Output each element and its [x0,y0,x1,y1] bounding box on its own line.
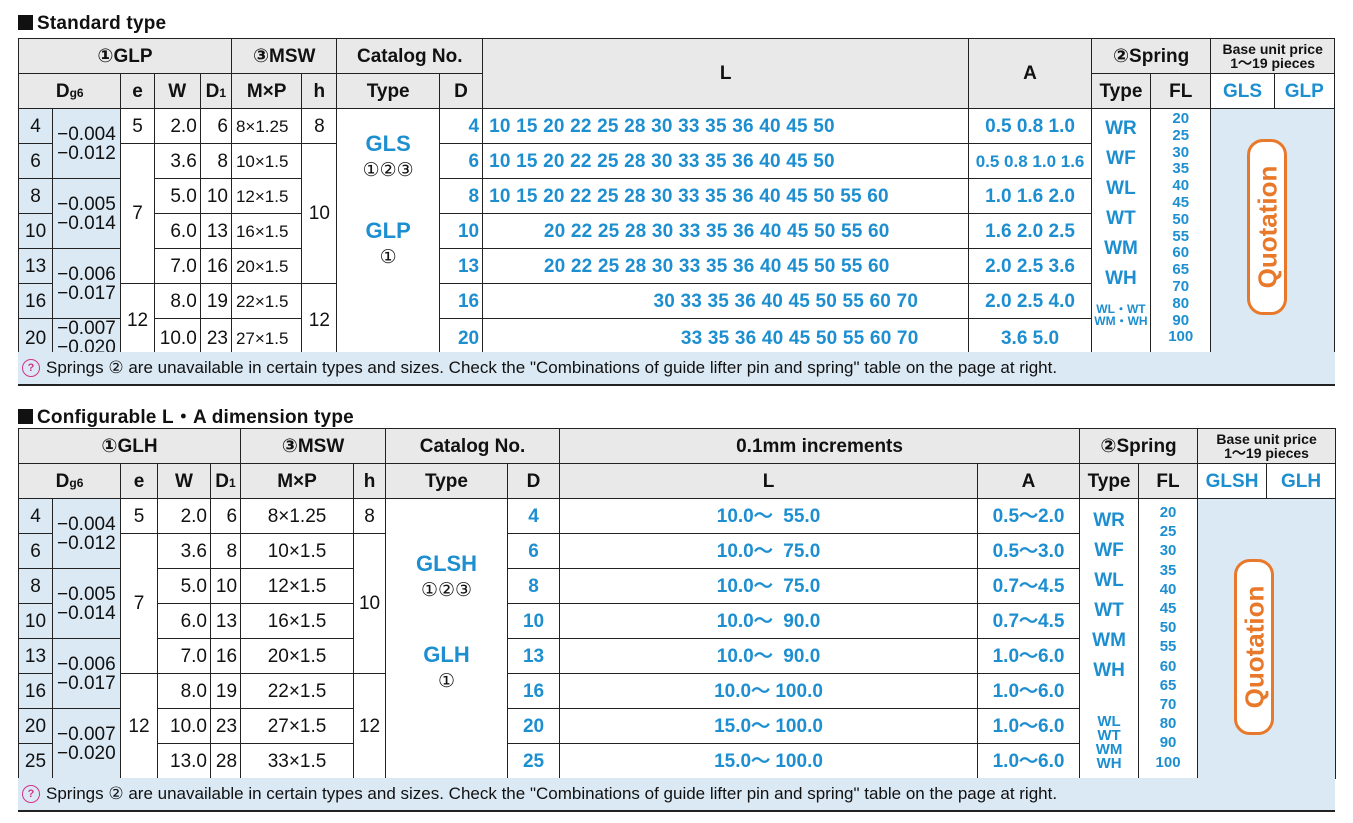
table-row: 8 −0.005 −0.014 5.0 10 12×1.5 8 10.0～ 75.… [18,568,1336,639]
type-glsh: GLSH [415,551,478,576]
header-glp: ①GLP [18,38,232,74]
table-row: 8 −0.005 −0.014 5.0 10 12×1.5 8 10 15 20 … [17,178,1335,249]
header-glh: ①GLH [17,428,242,464]
table-row: 6 7 3.6 8 10×1.5 10 6 10.0～ 75.0 0.5～3.0 [18,533,1336,674]
header-catalog: Catalog No. [336,38,484,74]
type-cell: GLSH ①②③ GLH ① [385,498,509,779]
header-D: D [507,463,561,499]
header-d1: D1 [209,463,242,499]
header-l: L [482,38,970,109]
spring-type-cell: WR WF WL WT WM WH WL WT WM WH [1079,498,1140,779]
standard-table: ①GLP ③MSW Catalog No. L A ②Spring Base u… [17,38,1336,358]
table-row: 20 −0.007 −0.020 10.0 23 27×1.5 20 33 35 … [17,318,1335,358]
header-w: W [157,463,211,499]
header-price: Base unit price 1～19 pieces [1210,38,1335,74]
table-row: 4 −0.004 −0.012 5 2.0 6 8×1.25 8 GLSH ①②③… [18,498,1337,779]
configurable-note: ? Springs ② are unavailable in certain t… [18,778,1335,812]
type-glh: GLH [423,642,470,667]
header-spring-type: Type [1079,463,1140,499]
table-row: 13 −0.006 −0.017 7.0 16 20×1.5 13 20 22 2… [17,248,1335,319]
table-row: 4 −0.004 −0.012 5 2.0 6 8×1.25 8 GLS ①②③ … [17,108,1335,358]
standard-note: ? Springs ② are unavailable in certain t… [18,352,1335,386]
type-glp: GLP [365,218,411,243]
table-row: 10 6.0 13 16×1.5 10 20 22 25 28 30 33 35… [17,213,1335,249]
section-title-configurable: Configurable L・A dimension type [18,402,354,429]
fl-cell: 20 25 30 35 40 45 50 55 60 65 70 80 90 100 [1138,498,1199,779]
configurable-table: ①GLH ③MSW Catalog No. 0.1mm increments ②… [17,428,1337,779]
header-e: e [120,463,158,499]
header-price-glp: GLP [1273,73,1336,109]
header-price-gls: GLS [1210,73,1275,109]
header-e: e [120,73,155,109]
header-increments: 0.1mm increments [559,428,1081,464]
type-gls: GLS [365,131,411,156]
price-cell: Quotation [1210,108,1335,358]
header-D: D [438,73,484,109]
header-dg6: Dg6 [17,73,122,109]
square-bullet-icon [18,409,33,424]
tolerance: −0.004 −0.012 [52,108,122,179]
table-row: 10 6.0 13 16×1.5 10 10.0～ 90.0 0.7～4.5 [18,603,1336,639]
info-icon: ? [22,785,40,803]
header-mxp: M×P [240,463,355,499]
spring-type-cell: WR WF WL WT WM WH WL・WT WM・WH [1090,108,1152,358]
header-a: A [968,38,1092,109]
table-row: 16 12 8.0 19 22×1.5 12 16 10.0～ 100.0 1.… [18,673,1336,779]
header-spring-type: Type [1090,73,1152,109]
quotation-badge: Quotation [1247,139,1288,315]
table-row: 6 7 3.6 8 10×1.5 10 6 10 15 20 22 25 28 … [17,143,1335,284]
table-row: 16 12 8.0 19 22×1.5 12 16 30 33 35 36 40… [17,283,1335,358]
header-fl: FL [1138,463,1199,499]
header-dg6: Dg6 [18,463,121,499]
header-type: Type [385,463,509,499]
header-type: Type [336,73,440,109]
type-cell: GLS ①②③ GLP ① [336,108,440,358]
header-a: A [977,463,1081,499]
price-cell: Quotation [1197,498,1337,779]
square-bullet-icon [18,15,33,30]
header-l: L [559,463,979,499]
header-spring: ②Spring [1090,38,1212,74]
header-msw: ③MSW [230,38,338,74]
header-msw: ③MSW [240,428,387,464]
quotation-badge: Quotation [1234,559,1275,735]
header-h: h [301,73,338,109]
header-mxp: M×P [230,73,303,109]
header-price: Base unit price 1～19 pieces [1197,428,1337,464]
header-price-glsh: GLSH [1197,463,1268,499]
fl-cell: 20 25 30 35 40 45 50 55 60 65 70 80 90 100 [1150,108,1212,358]
table-row: 20 −0.007 −0.020 10.0 23 27×1.5 20 15.0～ … [18,708,1336,779]
info-icon: ? [22,359,40,377]
section-title-standard: Standard type [18,13,166,35]
header-spring: ②Spring [1079,428,1199,464]
header-catalog: Catalog No. [385,428,561,464]
header-h: h [353,463,387,499]
header-d1: D1 [199,73,232,109]
header-price-glh: GLH [1266,463,1337,499]
table-row: 13 −0.006 −0.017 7.0 16 20×1.5 13 10.0～ 9… [18,638,1336,709]
header-fl: FL [1150,73,1212,109]
header-w: W [153,73,201,109]
